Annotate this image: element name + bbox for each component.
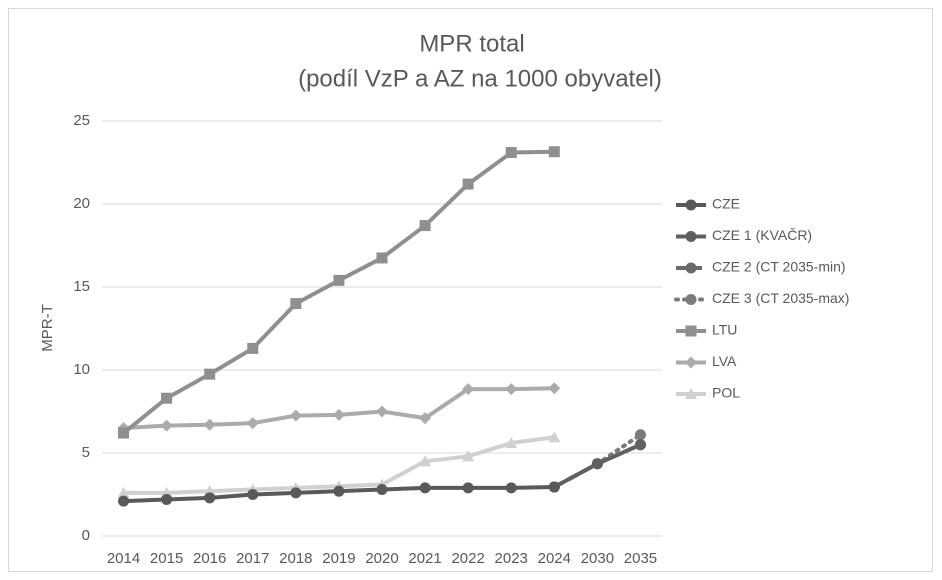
chart-frame xyxy=(8,8,933,572)
data-point xyxy=(333,274,345,286)
data-point xyxy=(290,298,302,310)
legend-label: CZE 2 (CT 2035-min) xyxy=(712,259,846,275)
data-point xyxy=(332,408,345,421)
legend-marker xyxy=(685,356,697,369)
data-point xyxy=(462,482,474,494)
x-tick-label: 2022 xyxy=(451,550,484,567)
data-point xyxy=(505,383,518,396)
data-point xyxy=(247,489,259,500)
legend-label: CZE 1 (KVAČR) xyxy=(712,227,812,243)
legend-label: POL xyxy=(712,385,740,401)
x-tick-label: 2016 xyxy=(193,550,226,567)
data-point xyxy=(634,439,646,451)
data-point xyxy=(204,492,216,504)
x-tick-label: 2018 xyxy=(279,550,312,567)
legend-marker xyxy=(685,294,697,305)
legend-marker xyxy=(685,325,697,337)
data-point xyxy=(634,429,646,441)
y-tick-label: 5 xyxy=(82,444,90,461)
data-point xyxy=(591,458,603,470)
y-axis-label: MPR-T xyxy=(39,304,56,352)
legend-marker xyxy=(685,262,697,274)
data-point xyxy=(161,493,173,505)
data-point xyxy=(161,392,173,404)
data-point xyxy=(548,382,561,395)
x-tick-label: 2030 xyxy=(581,550,614,567)
chart-subtitle: (podíl VzP a AZ na 1000 obyvatel) xyxy=(298,65,662,92)
y-tick-label: 10 xyxy=(73,361,90,378)
x-tick-label: 2017 xyxy=(236,550,269,567)
data-point xyxy=(548,431,561,443)
y-tick-label: 0 xyxy=(82,527,90,544)
data-point xyxy=(548,481,560,493)
legend-label: LVA xyxy=(712,353,737,369)
y-tick-label: 15 xyxy=(73,278,90,295)
data-point xyxy=(505,147,517,159)
x-tick-label: 2020 xyxy=(365,550,398,567)
legend-label: CZE xyxy=(712,196,740,212)
x-tick-label: 2019 xyxy=(322,550,355,567)
y-tick-label: 20 xyxy=(73,195,90,212)
data-point xyxy=(419,482,431,494)
legend-marker xyxy=(685,199,697,211)
data-point xyxy=(462,383,475,396)
legend-marker xyxy=(685,231,697,242)
data-point xyxy=(376,405,388,418)
x-tick-label: 2023 xyxy=(495,550,528,567)
data-point xyxy=(333,485,345,497)
data-point xyxy=(419,220,431,232)
data-point xyxy=(548,146,560,158)
data-point xyxy=(160,419,173,432)
data-point xyxy=(376,484,388,496)
legend-label: LTU xyxy=(712,322,737,338)
data-point xyxy=(462,178,474,190)
data-point xyxy=(247,342,259,354)
data-point xyxy=(204,368,216,380)
data-point xyxy=(462,450,475,462)
data-point xyxy=(505,437,518,449)
data-point xyxy=(419,412,432,425)
x-tick-label: 2014 xyxy=(107,550,140,567)
data-point xyxy=(117,486,130,498)
x-tick-label: 2021 xyxy=(408,550,441,567)
data-point xyxy=(419,455,432,467)
chart-title: MPR total xyxy=(419,30,524,57)
data-point xyxy=(376,252,388,264)
data-point xyxy=(289,409,302,422)
data-point xyxy=(290,487,302,499)
legend-marker xyxy=(685,388,697,399)
data-point xyxy=(203,418,216,431)
x-tick-label: 2035 xyxy=(624,550,657,567)
data-point xyxy=(505,482,517,494)
data-point xyxy=(246,417,259,430)
data-point xyxy=(118,495,130,507)
data-point xyxy=(118,427,130,439)
y-tick-label: 25 xyxy=(73,112,90,129)
legend-label: CZE 3 (CT 2035-max) xyxy=(712,290,849,306)
x-tick-label: 2015 xyxy=(150,550,183,567)
x-tick-label: 2024 xyxy=(538,550,571,567)
